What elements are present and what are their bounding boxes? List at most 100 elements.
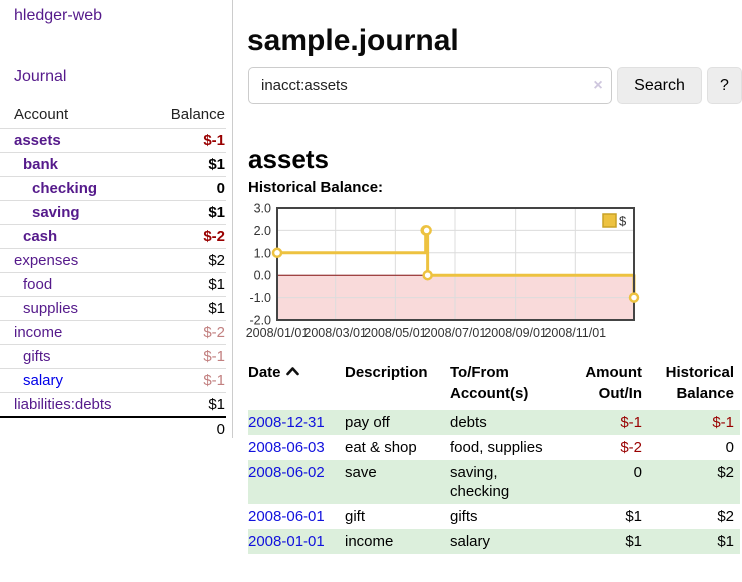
- register-row: 2008-01-01 income salary $1 $1: [248, 529, 740, 554]
- column-header-description: Description: [345, 364, 428, 381]
- sidebar-item-journal[interactable]: Journal: [14, 68, 67, 85]
- sidebar-accounts-body: assets $-1 bank $1 checking 0 saving $1 cash $-2 e…: [0, 128, 226, 417]
- account-balance: $-1: [151, 128, 226, 153]
- account-link[interactable]: food: [23, 276, 53, 293]
- help-button[interactable]: ?: [707, 67, 742, 104]
- transaction-date-link[interactable]: 2008-12-31: [248, 414, 325, 431]
- account-row: bank $1: [0, 152, 226, 177]
- account-row: saving $1: [0, 200, 226, 225]
- transaction-balance: $2: [642, 460, 740, 504]
- transaction-date-link[interactable]: 2008-06-02: [248, 464, 325, 481]
- clear-search-icon[interactable]: ×: [593, 77, 603, 94]
- accounts-header-account: Account: [14, 106, 69, 123]
- balance-chart: 3.0 2.0 1.0 0.0 -1.0 -2.02008/01/012008/03/01…: [246, 202, 640, 340]
- account-link[interactable]: expenses: [14, 252, 79, 269]
- account-balance: $1: [151, 296, 226, 321]
- account-link[interactable]: saving: [32, 204, 80, 221]
- account-row: supplies $1: [0, 296, 226, 321]
- data-point-marker: [421, 225, 432, 236]
- account-row: gifts $-1: [0, 344, 226, 369]
- transaction-description: save: [345, 460, 450, 504]
- x-axis-tick-label: 2008/09/01: [484, 326, 547, 340]
- account-balance: $2: [151, 248, 226, 273]
- x-axis-tick-label: 2008/11/01: [544, 326, 606, 340]
- account-balance: $1: [151, 392, 226, 417]
- transaction-amount: 0: [550, 460, 642, 504]
- accounts-total-row: 0: [0, 416, 226, 441]
- y-axis-tick-label: 3.0: [254, 202, 271, 216]
- account-link[interactable]: checking: [32, 180, 98, 197]
- account-row: salary $-1: [0, 368, 226, 393]
- legend-swatch: [602, 213, 617, 228]
- transaction-balance: $-1: [642, 410, 740, 435]
- data-point-marker: [271, 247, 283, 259]
- register-row: 2008-12-31 pay off debts $-1 $-1: [248, 410, 740, 435]
- accounts-total-spacer: [0, 416, 152, 441]
- register-body: 2008-12-31 pay off debts $-1 $-1 2008-06-03 ea…: [248, 410, 740, 554]
- page-title: sample.journal: [247, 24, 459, 58]
- transaction-balance: $2: [717, 508, 734, 525]
- transaction-description: income: [345, 529, 450, 554]
- chart-title: Historical Balance:: [248, 179, 384, 196]
- accounts-table: Account Balance assets $-1 bank $1 checking 0…: [0, 102, 226, 441]
- y-axis-tick-label: 2.0: [254, 224, 271, 238]
- account-link[interactable]: salary: [23, 372, 64, 389]
- transaction-amount: $1: [625, 508, 642, 525]
- register-header-row: Date Description To/From Account(s) Amou…: [248, 360, 740, 410]
- transaction-amount: $-2: [620, 439, 642, 456]
- account-row: expenses $2: [0, 248, 226, 273]
- register-row: 2008-06-02 save saving, checking 0 $2: [248, 460, 740, 504]
- accounts-total-value: 0: [151, 416, 226, 441]
- account-balance: $1: [151, 152, 226, 177]
- account-link[interactable]: gifts: [23, 348, 51, 365]
- transaction-description: gift: [345, 508, 366, 525]
- transaction-balance: 0: [725, 439, 734, 456]
- transaction-balance: $1: [642, 529, 740, 554]
- account-row: checking 0: [0, 176, 226, 201]
- account-row: assets $-1: [0, 128, 226, 153]
- account-balance: $1: [151, 200, 226, 225]
- account-heading: assets: [248, 143, 329, 174]
- column-header-balance: Historical Balance: [665, 364, 734, 402]
- account-link[interactable]: cash: [23, 228, 58, 245]
- transaction-description: pay off: [345, 410, 450, 435]
- account-balance: 0: [151, 176, 226, 201]
- y-axis-tick-label: 1.0: [254, 246, 271, 260]
- column-header-accounts: To/From Account(s): [450, 364, 529, 402]
- account-link[interactable]: supplies: [23, 300, 79, 317]
- transaction-date-link[interactable]: 2008-06-01: [248, 508, 325, 525]
- register-row: 2008-06-01 gift gifts $1 $2: [248, 504, 740, 529]
- accounts-header-balance: Balance: [170, 106, 225, 123]
- register-row: 2008-06-03 eat & shop food, supplies $-2 0: [248, 435, 740, 460]
- legend-label: $: [619, 214, 627, 229]
- account-balance: $-2: [151, 224, 226, 249]
- transaction-date-link[interactable]: 2008-06-03: [248, 439, 325, 456]
- account-link[interactable]: liabilities:debts: [14, 396, 112, 413]
- account-balance: $-2: [151, 320, 226, 345]
- y-axis-tick-label: 0.0: [254, 269, 271, 283]
- transaction-amount: $-1: [550, 410, 642, 435]
- transaction-accounts: saving, checking: [450, 460, 550, 504]
- account-link[interactable]: bank: [23, 156, 59, 173]
- transaction-amount: $1: [550, 529, 642, 554]
- transaction-accounts: salary: [450, 529, 550, 554]
- column-header-date[interactable]: Date: [248, 360, 345, 410]
- transaction-accounts: debts: [450, 410, 550, 435]
- account-row: income $-2: [0, 320, 226, 345]
- account-link[interactable]: income: [14, 324, 63, 341]
- account-link[interactable]: assets: [14, 132, 61, 149]
- account-row: food $1: [0, 272, 226, 297]
- transaction-description: eat & shop: [345, 439, 417, 456]
- account-row: liabilities:debts $1: [0, 392, 226, 417]
- search-button[interactable]: Search: [617, 67, 702, 104]
- search-input[interactable]: [248, 67, 612, 104]
- x-axis-tick-label: 2008/05/01: [364, 326, 427, 340]
- data-point-marker: [422, 269, 433, 281]
- sort-asc-icon: [285, 367, 299, 376]
- y-axis-tick-label: -1.0: [249, 291, 271, 305]
- transaction-accounts: gifts: [450, 508, 478, 525]
- transaction-date-link[interactable]: 2008-01-01: [248, 533, 325, 550]
- x-axis-tick-label: 2008/01/01: [246, 326, 309, 340]
- app-brand-link[interactable]: hledger-web: [14, 7, 103, 24]
- account-balance: $-1: [151, 368, 226, 393]
